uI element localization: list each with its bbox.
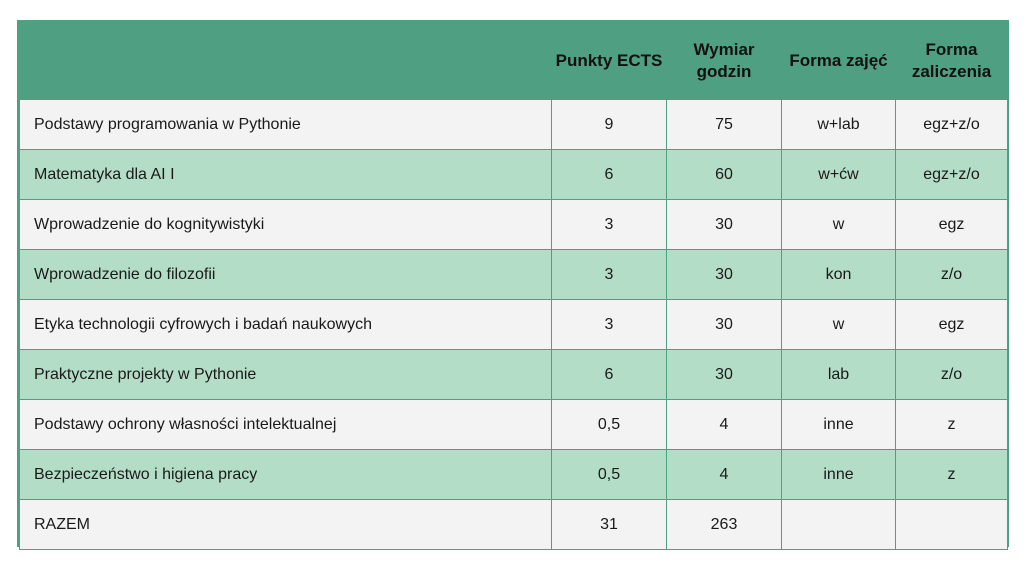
header-ects: Punkty ECTS bbox=[551, 22, 667, 100]
class-form-cell: w+ćw bbox=[781, 149, 896, 200]
class-form-cell: lab bbox=[781, 349, 896, 400]
class-form-cell: w bbox=[781, 299, 896, 350]
table-row: Matematyka dla AI I 6 60 w+ćw egz+z/o bbox=[19, 149, 1008, 200]
table-row: Etyka technologii cyfrowych i badań nauk… bbox=[19, 299, 1008, 350]
credit-form-cell: egz bbox=[895, 199, 1008, 250]
study-plan-table: Punkty ECTS Wymiar godzin Forma zajęć Fo… bbox=[19, 22, 1008, 550]
header-course-name bbox=[19, 22, 552, 100]
study-plan-table-container: Punkty ECTS Wymiar godzin Forma zajęć Fo… bbox=[17, 20, 1009, 550]
table-row: Wprowadzenie do filozofii 3 30 kon z/o bbox=[19, 249, 1008, 300]
class-form-cell: inne bbox=[781, 449, 896, 500]
credit-form-cell: z bbox=[895, 399, 1008, 450]
course-name-cell: Podstawy programowania w Pythonie bbox=[19, 99, 552, 150]
hours-cell: 75 bbox=[666, 99, 782, 150]
table-body: Podstawy programowania w Pythonie 9 75 w… bbox=[19, 99, 1008, 550]
class-form-cell: inne bbox=[781, 399, 896, 450]
hours-cell: 60 bbox=[666, 149, 782, 200]
table-row: Bezpieczeństwo i higiena pracy 0,5 4 inn… bbox=[19, 449, 1008, 500]
hours-cell: 30 bbox=[666, 199, 782, 250]
total-row: RAZEM 31 263 bbox=[19, 499, 1008, 550]
course-name-cell: Praktyczne projekty w Pythonie bbox=[19, 349, 552, 400]
ects-cell: 9 bbox=[551, 99, 667, 150]
course-name-cell: Podstawy ochrony własności intelektualne… bbox=[19, 399, 552, 450]
ects-cell: 0,5 bbox=[551, 449, 667, 500]
total-label-cell: RAZEM bbox=[19, 499, 552, 550]
table-row: Podstawy programowania w Pythonie 9 75 w… bbox=[19, 99, 1008, 150]
table-row: Podstawy ochrony własności intelektualne… bbox=[19, 399, 1008, 450]
hours-cell: 4 bbox=[666, 399, 782, 450]
credit-form-cell: egz bbox=[895, 299, 1008, 350]
ects-cell: 3 bbox=[551, 299, 667, 350]
header-class-form: Forma zajęć bbox=[781, 22, 896, 100]
ects-cell: 6 bbox=[551, 349, 667, 400]
hours-cell: 30 bbox=[666, 249, 782, 300]
course-name-cell: Matematyka dla AI I bbox=[19, 149, 552, 200]
credit-form-cell: egz+z/o bbox=[895, 149, 1008, 200]
total-credit-form-cell bbox=[895, 499, 1008, 550]
hours-cell: 4 bbox=[666, 449, 782, 500]
class-form-cell: kon bbox=[781, 249, 896, 300]
credit-form-cell: z bbox=[895, 449, 1008, 500]
total-class-form-cell bbox=[781, 499, 896, 550]
hours-cell: 30 bbox=[666, 349, 782, 400]
header-row: Punkty ECTS Wymiar godzin Forma zajęć Fo… bbox=[19, 22, 1008, 100]
table-header: Punkty ECTS Wymiar godzin Forma zajęć Fo… bbox=[19, 22, 1008, 100]
table-row: Wprowadzenie do kognitywistyki 3 30 w eg… bbox=[19, 199, 1008, 250]
table-row: Praktyczne projekty w Pythonie 6 30 lab … bbox=[19, 349, 1008, 400]
course-name-cell: Bezpieczeństwo i higiena pracy bbox=[19, 449, 552, 500]
class-form-cell: w+lab bbox=[781, 99, 896, 150]
class-form-cell: w bbox=[781, 199, 896, 250]
ects-cell: 3 bbox=[551, 249, 667, 300]
total-hours-cell: 263 bbox=[666, 499, 782, 550]
total-ects-cell: 31 bbox=[551, 499, 667, 550]
header-credit-form: Forma zaliczenia bbox=[895, 22, 1008, 100]
header-hours: Wymiar godzin bbox=[666, 22, 782, 100]
credit-form-cell: z/o bbox=[895, 249, 1008, 300]
ects-cell: 6 bbox=[551, 149, 667, 200]
ects-cell: 0,5 bbox=[551, 399, 667, 450]
course-name-cell: Etyka technologii cyfrowych i badań nauk… bbox=[19, 299, 552, 350]
credit-form-cell: egz+z/o bbox=[895, 99, 1008, 150]
ects-cell: 3 bbox=[551, 199, 667, 250]
credit-form-cell: z/o bbox=[895, 349, 1008, 400]
course-name-cell: Wprowadzenie do filozofii bbox=[19, 249, 552, 300]
course-name-cell: Wprowadzenie do kognitywistyki bbox=[19, 199, 552, 250]
hours-cell: 30 bbox=[666, 299, 782, 350]
